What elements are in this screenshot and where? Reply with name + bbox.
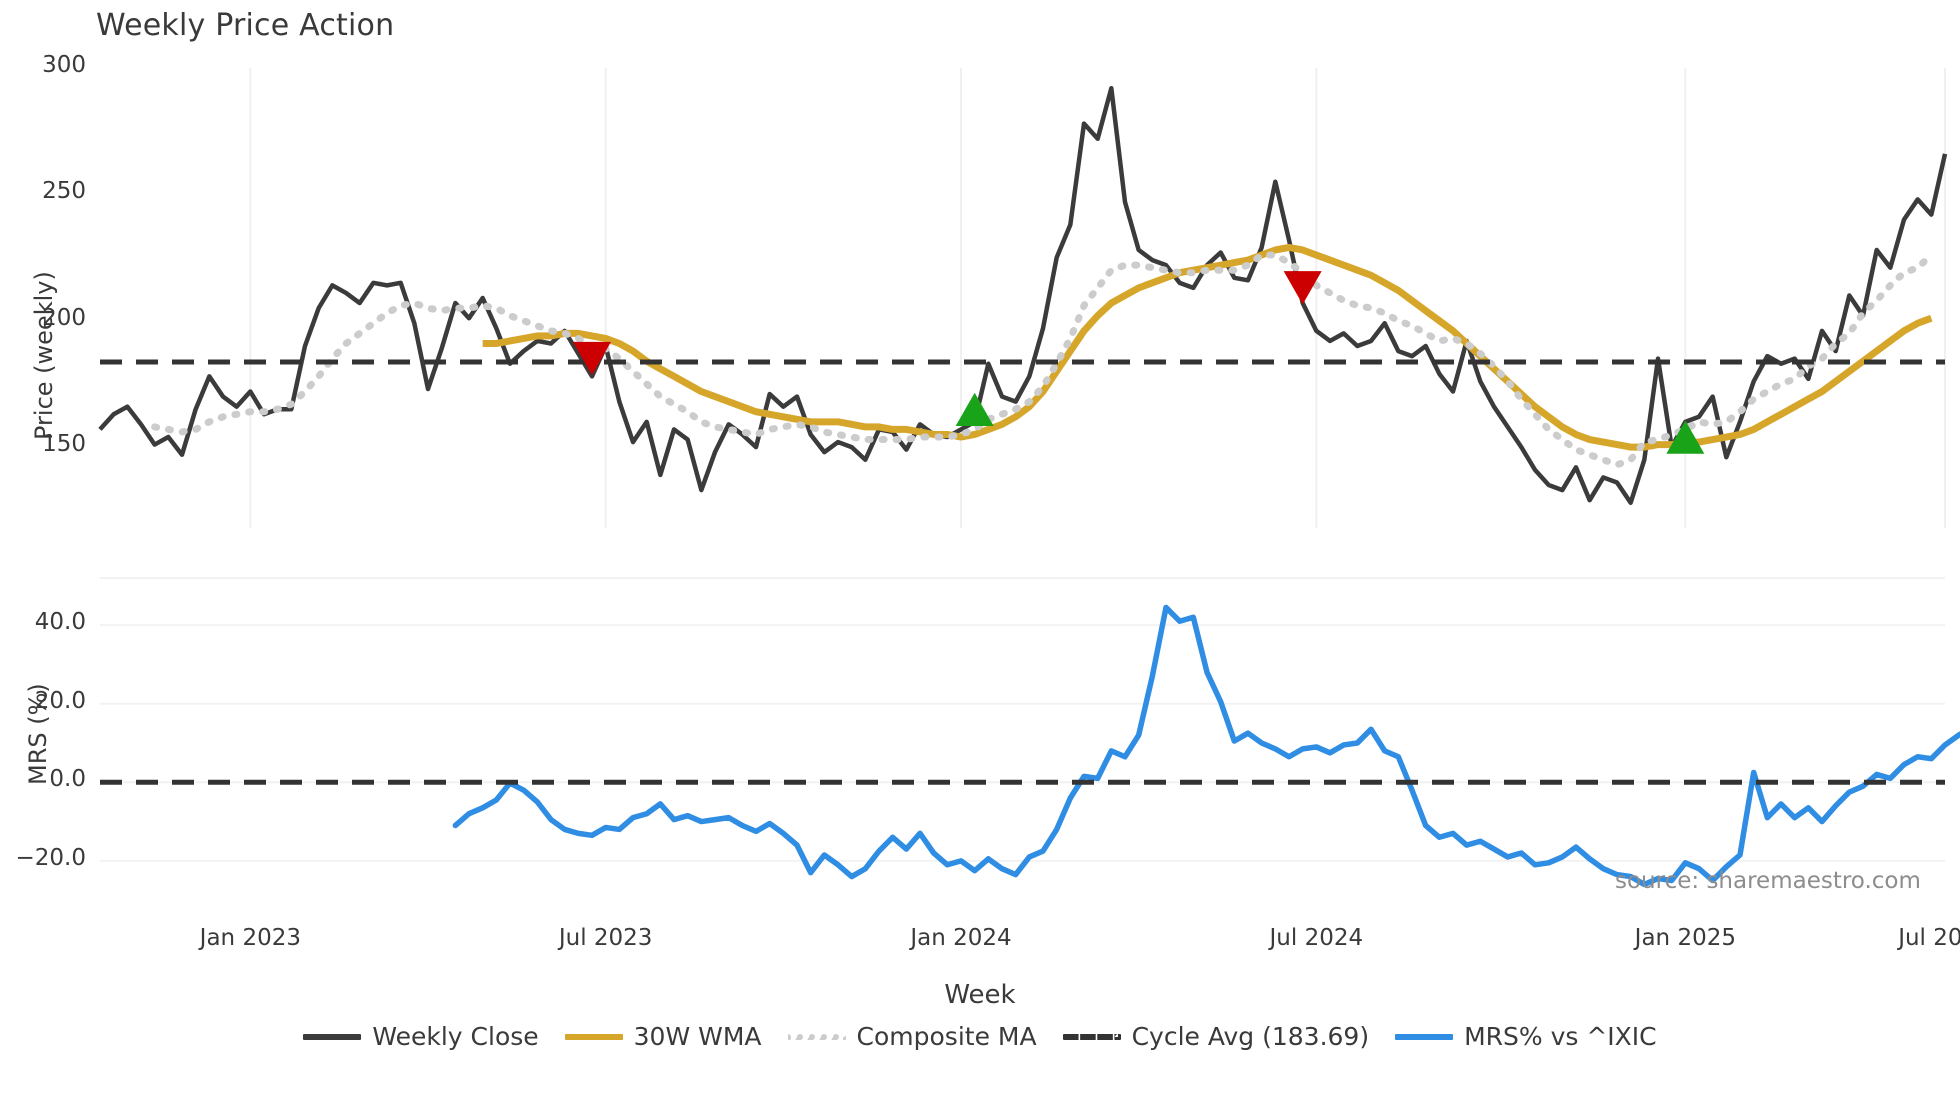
legend-item-1[interactable]: 30W WMA — [564, 1022, 762, 1051]
xtick-label: Jul 2023 — [558, 925, 653, 951]
legend-swatch-weekly-close — [303, 1033, 362, 1040]
legend-label: Composite MA — [856, 1022, 1037, 1051]
price-ytick-label: 200 — [42, 304, 86, 331]
legend-swatch-mrs-vs-ixic — [1395, 1033, 1454, 1040]
xtick-label: Jul 2025 — [1898, 925, 1960, 951]
legend-label: Cycle Avg (183.69) — [1131, 1022, 1370, 1051]
price-ytick-label: 300 — [42, 52, 86, 78]
mrs-ytick-label: −20.0 — [15, 844, 86, 871]
legend-label: 30W WMA — [633, 1022, 762, 1051]
legend-item-0[interactable]: Weekly Close — [303, 1022, 539, 1051]
legend-swatch-30w-wma — [564, 1033, 623, 1040]
legend-item-3[interactable]: Cycle Avg (183.69) — [1062, 1022, 1370, 1051]
xtick-label: Jan 2024 — [910, 925, 1012, 951]
source-note: source: sharemaestro.com — [1615, 868, 1921, 894]
page-title: Weekly Price Action — [96, 8, 395, 43]
price-ytick-label: 150 — [42, 431, 86, 458]
legend-item-2[interactable]: Composite MA — [787, 1022, 1037, 1051]
legend-label: Weekly Close — [372, 1022, 539, 1051]
mrs-ytick-label: 0.0 — [49, 766, 86, 793]
mrs-ytick-label: 40.0 — [34, 609, 86, 636]
price-series-weekly-close — [98, 85, 1948, 505]
buy-signal-marker[interactable] — [1666, 420, 1705, 454]
legend-label: MRS% vs ^IXIC — [1464, 1022, 1657, 1051]
mrs-series-line — [452, 604, 1960, 888]
price-series-30w-wma — [482, 243, 1933, 451]
sell-signal-marker[interactable] — [573, 341, 611, 376]
xtick-label: Jul 2024 — [1269, 925, 1364, 951]
price-ytick-label: 250 — [42, 178, 86, 205]
legend-swatch-composite-ma — [787, 1033, 846, 1040]
mrs-axis-label-x: Week — [944, 980, 1016, 1010]
legend-swatch-cycle-avg-183-69- — [1062, 1033, 1121, 1040]
xtick-label: Jan 2025 — [1634, 925, 1736, 951]
sell-signal-marker[interactable] — [1283, 271, 1322, 305]
mrs-ytick-label: 20.0 — [34, 687, 86, 714]
xtick-label: Jan 2023 — [199, 925, 301, 951]
legend-item-4[interactable]: MRS% vs ^IXIC — [1395, 1022, 1657, 1051]
buy-signal-marker[interactable] — [955, 392, 994, 426]
chart-legend: Weekly Close 30W WMA Composite MA Cycle Avg… — [0, 1022, 1960, 1051]
